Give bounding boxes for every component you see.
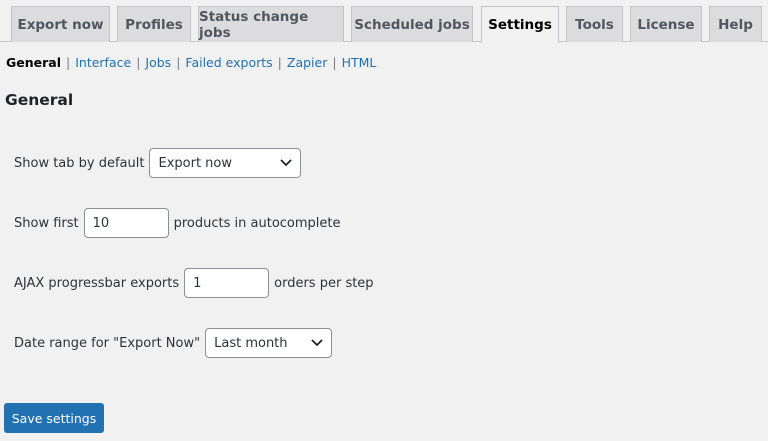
ajax-suffix: orders per step [274,275,374,291]
page-title: General [5,91,74,109]
settings-subnav: General | Interface | Jobs | Failed exports | Za… [6,55,376,70]
subnav-html[interactable]: HTML [341,55,377,70]
subnav-jobs[interactable]: Jobs [145,55,172,70]
show-tab-label: Show tab by default [14,155,145,171]
show-first-input[interactable] [83,208,169,238]
show-first-row: Show first products in autocomplete [14,208,341,238]
save-settings-button[interactable]: Save settings [4,403,104,433]
separator: | [136,55,141,70]
separator: | [277,55,282,70]
subnav-failed-exports[interactable]: Failed exports [185,55,273,70]
show-first-suffix: products in autocomplete [173,215,341,231]
subnav-zapier[interactable]: Zapier [286,55,328,70]
date-range-row: Date range for "Export Now" Last month [14,328,333,358]
subnav-interface[interactable]: Interface [75,55,132,70]
tab-help[interactable]: Help [709,6,762,42]
tab-export-now[interactable]: Export now [11,6,110,42]
separator: | [66,55,71,70]
tab-license[interactable]: License [630,6,702,42]
tab-settings[interactable]: Settings [481,6,559,43]
chevron-down-icon [280,159,293,167]
chevron-down-icon [311,339,323,347]
ajax-label: AJAX progressbar exports [14,275,180,291]
ajax-row: AJAX progressbar exports orders per step [14,268,374,298]
tab-tools[interactable]: Tools [566,6,623,42]
date-range-value: Last month [214,335,288,351]
show-tab-select[interactable]: Export now [149,148,302,178]
separator: | [332,55,337,70]
tab-profiles[interactable]: Profiles [117,6,191,42]
subnav-general[interactable]: General [6,55,61,70]
show-first-label: Show first [14,215,79,231]
date-range-label: Date range for "Export Now" [14,335,201,351]
tab-bar: Export now Profiles Status change jobs S… [0,0,768,43]
date-range-select[interactable]: Last month [205,328,333,358]
show-tab-value: Export now [158,155,232,171]
separator: | [176,55,181,70]
show-tab-row: Show tab by default Export now [14,148,302,178]
ajax-input[interactable] [184,268,270,298]
tab-status-change-jobs[interactable]: Status change jobs [198,6,344,42]
tab-scheduled-jobs[interactable]: Scheduled jobs [351,6,473,42]
